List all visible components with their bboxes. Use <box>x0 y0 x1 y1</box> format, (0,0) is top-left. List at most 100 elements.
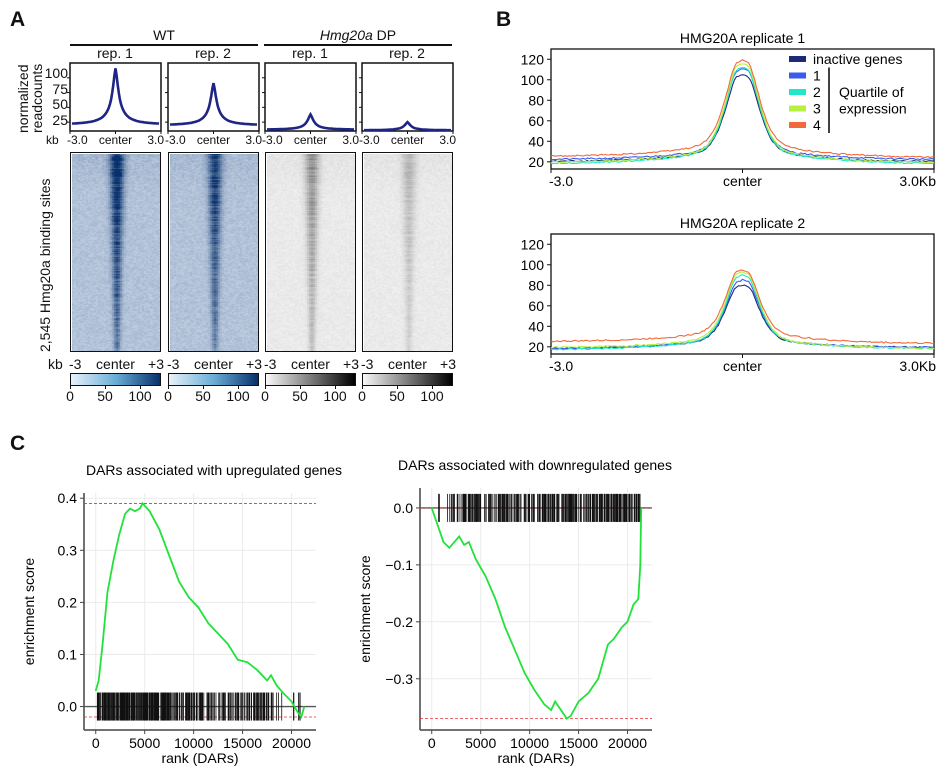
heatmap-xtick-center: center <box>388 356 427 372</box>
colorbar-tick-label: 0 <box>66 388 74 404</box>
heatmap-xtick-left: -3 <box>264 356 277 372</box>
profile-line <box>364 120 451 132</box>
colorbar-tick-label: 100 <box>128 388 152 404</box>
legend-label: 2 <box>813 84 821 100</box>
group-label-suffix: DP <box>372 27 397 43</box>
gsea-enrichment-curve <box>430 507 643 720</box>
profile-line <box>71 68 160 125</box>
heatmap-xtick-right: +3 <box>148 356 164 372</box>
profile-xtick-center: center <box>293 133 328 147</box>
panel-b-xtick-label: center <box>723 358 762 374</box>
ytick-100: 100 <box>44 65 68 81</box>
profile-line <box>267 111 354 131</box>
panel-b-ytick-label: 40 <box>528 133 544 149</box>
heatmap-wt-rep1 <box>71 153 160 351</box>
profile-xtick-left: -3.0 <box>67 133 88 147</box>
panel-b-ytick-label: 80 <box>528 92 544 108</box>
ytick-25: 25 <box>52 111 68 128</box>
colorbar-tick-label: 50 <box>195 388 211 404</box>
panel-b-xtick-label: -3.0 <box>549 358 573 374</box>
colorbar-tick-label: 50 <box>292 388 308 404</box>
profile-plots <box>67 62 454 134</box>
gsea-xtick-label: 10000 <box>174 735 213 751</box>
colorbar-tick-mark <box>140 386 141 389</box>
profile-xtick-right: 3.0 <box>245 133 262 147</box>
gsea-xtick-label: 20000 <box>608 735 647 751</box>
colorbar-tick-label: 100 <box>420 388 444 404</box>
colorbar-tick-mark <box>335 386 336 389</box>
gsea-ytick-label: 0.0 <box>58 699 78 715</box>
legend-label: 3 <box>813 101 821 117</box>
gsea-xtick-label: 15000 <box>223 735 262 751</box>
group-underline-wt <box>70 44 258 46</box>
profile-xtick-center: center <box>98 133 133 147</box>
profile-xtick-left: -3.0 <box>165 133 186 147</box>
legend-label: 4 <box>813 117 821 133</box>
heatmap-frame <box>265 152 356 352</box>
heatmap-xtick-left: -3 <box>361 356 374 372</box>
gsea-ytick-label: −0.1 <box>385 557 413 573</box>
gsea-ytick-label: 0.0 <box>394 500 414 516</box>
legend-bracket-label-2: expression <box>839 101 907 117</box>
colorbar-tick-mark <box>432 386 433 389</box>
profile-xtick-left: -3.0 <box>262 133 283 147</box>
ytick-75: 75 <box>52 80 68 97</box>
profile-frame <box>361 62 454 132</box>
panel-b-xtick-label: 3.0Kb <box>899 173 936 189</box>
heatmap-xtick-center: center <box>194 356 233 372</box>
heatmap-xtick-right: +3 <box>440 356 456 372</box>
panel-letter-b: B <box>496 8 512 31</box>
col-title-dp-rep2: rep. 2 <box>389 45 425 61</box>
panel-b-series-line <box>550 67 935 165</box>
gsea-ytick-label: 0.3 <box>58 542 78 558</box>
colorbar-tick-mark <box>300 386 301 389</box>
panel-b-ytick-label: 100 <box>521 257 545 273</box>
heatmap-dp-rep1 <box>266 153 355 351</box>
colorbar-tick-mark <box>70 386 71 389</box>
gene-name-italic: Hmg20a <box>319 27 373 43</box>
panel-b-xtick-label: 3.0Kb <box>899 358 936 374</box>
colorbar-tick-label: 50 <box>97 388 113 404</box>
gsea-xtick-label: 0 <box>428 735 436 751</box>
colorbar-tick-mark <box>168 386 169 389</box>
profile-frame <box>264 62 357 132</box>
colorbar-tick-label: 0 <box>164 388 172 404</box>
heatmap-xtick-center: center <box>96 356 135 372</box>
gsea-title-1: DARs associated with upregulated genes <box>86 462 342 478</box>
gsea-xtick-label: 0 <box>92 735 100 751</box>
gsea-xtick-label: 5000 <box>129 735 160 751</box>
legend-label: 1 <box>813 68 821 84</box>
heatmap-xtick-center: center <box>291 356 330 372</box>
group-label-hmg20a-dp: Hmg20a DP <box>264 27 452 43</box>
panel-b-ytick-label: 60 <box>528 298 544 314</box>
legend-swatch <box>789 72 806 79</box>
colorbar-tick-mark <box>265 386 266 389</box>
colorbar-tick-label: 0 <box>261 388 269 404</box>
heatmap-xtick-left: -3 <box>69 356 82 372</box>
gsea-ylabel: enrichment score <box>357 555 373 663</box>
panel-b-title-1: HMG20A replicate 1 <box>680 30 805 46</box>
colorbar-tick-mark <box>203 386 204 389</box>
heatmap-wt-rep2 <box>169 153 258 351</box>
profile-xtick-right: 3.0 <box>439 133 456 147</box>
col-title-wt-rep1: rep. 1 <box>97 45 133 61</box>
gsea-xtick-label: 10000 <box>510 735 549 751</box>
colorbar-tick-mark <box>105 386 106 389</box>
group-label-wt: WT <box>153 27 175 43</box>
panel-letter-c: C <box>10 432 26 455</box>
panel-b-ytick-label: 120 <box>521 236 545 252</box>
profile-xtick-center: center <box>390 133 425 147</box>
heatmap-frame <box>362 152 453 352</box>
gsea-ytick-label: 0.1 <box>58 646 78 662</box>
kb-label-profile: kb <box>46 133 59 147</box>
panel-b-xtick-label: -3.0 <box>549 173 573 189</box>
legend-swatch <box>789 105 806 112</box>
heatmap-frame <box>70 152 161 352</box>
colorbar <box>362 373 453 386</box>
heatmap-xtick-right: +3 <box>246 356 262 372</box>
colorbar-tick-mark <box>397 386 398 389</box>
gsea-ytick-label: −0.2 <box>385 614 413 630</box>
colorbar-tick-mark <box>238 386 239 389</box>
ytick-50: 50 <box>52 96 68 112</box>
